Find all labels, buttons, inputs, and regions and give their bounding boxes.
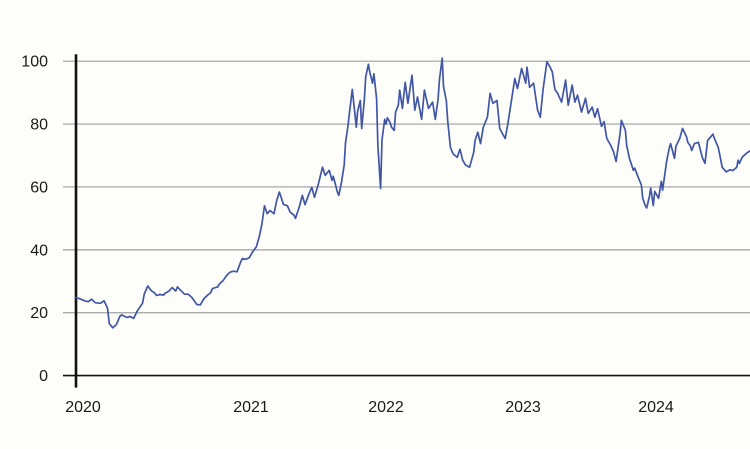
y-tick-label: 80 bbox=[30, 117, 48, 134]
y-tick-label: 40 bbox=[30, 242, 48, 259]
y-tick-label: 60 bbox=[30, 179, 48, 196]
x-tick-label: 2020 bbox=[65, 399, 101, 416]
x-tick-label: 2024 bbox=[638, 399, 674, 416]
x-tick-label: 2023 bbox=[505, 399, 541, 416]
y-tick-label: 20 bbox=[30, 305, 48, 322]
series-line bbox=[75, 57, 750, 329]
x-tick-label: 2022 bbox=[368, 399, 404, 416]
y-tick-label: 0 bbox=[39, 368, 48, 385]
x-tick-label: 2021 bbox=[233, 399, 269, 416]
y-tick-label: 100 bbox=[21, 54, 48, 71]
